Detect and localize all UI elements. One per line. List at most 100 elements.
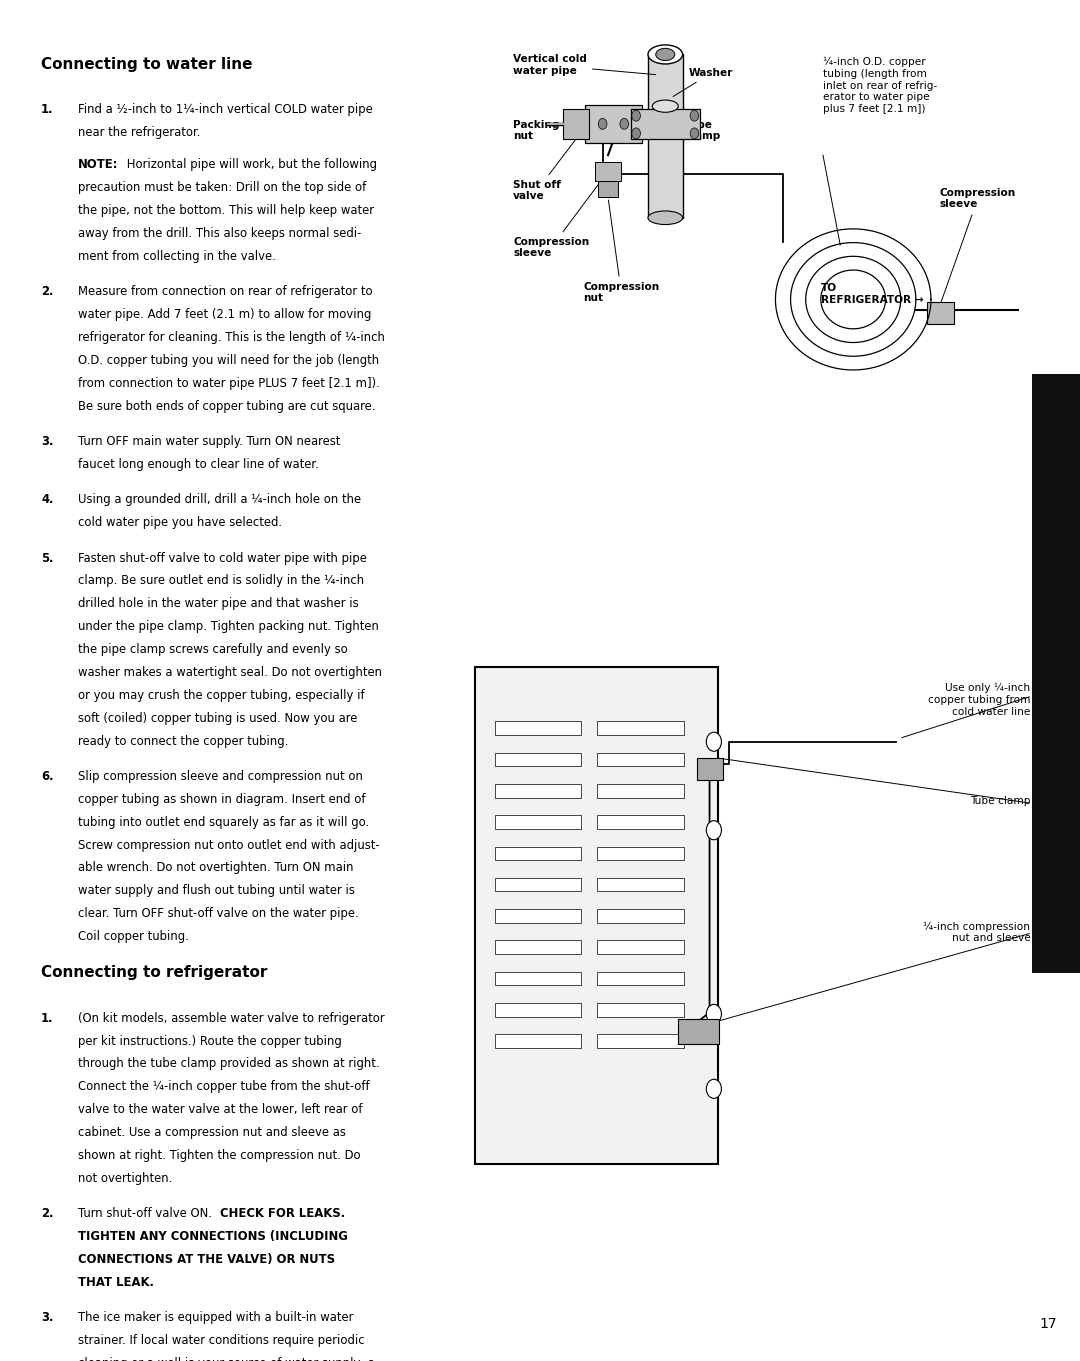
Circle shape	[706, 1004, 721, 1023]
Text: Turn OFF main water supply. Turn ON nearest: Turn OFF main water supply. Turn ON near…	[78, 436, 340, 448]
Text: through the tube clamp provided as shown at right.: through the tube clamp provided as shown…	[78, 1057, 379, 1071]
Text: Find a ½-inch to 1¼-inch vertical COLD water pipe: Find a ½-inch to 1¼-inch vertical COLD w…	[78, 103, 373, 117]
Text: water pipe. Add 7 feet (2.1 m) to allow for moving: water pipe. Add 7 feet (2.1 m) to allow …	[78, 308, 372, 321]
Text: TIGHTEN ANY CONNECTIONS (INCLUDING: TIGHTEN ANY CONNECTIONS (INCLUDING	[78, 1230, 348, 1243]
Bar	[495, 1003, 581, 1017]
Text: under the pipe clamp. Tighten packing nut. Tighten: under the pipe clamp. Tighten packing nu…	[78, 621, 379, 633]
Bar	[495, 972, 581, 985]
Circle shape	[690, 110, 699, 121]
Text: NOTE:: NOTE:	[78, 158, 118, 171]
Text: strainer. If local water conditions require periodic: strainer. If local water conditions requ…	[78, 1334, 364, 1347]
Bar	[597, 753, 684, 766]
Circle shape	[632, 110, 640, 121]
Text: Be sure both ends of copper tubing are cut square.: Be sure both ends of copper tubing are c…	[78, 400, 375, 412]
Circle shape	[620, 118, 629, 129]
Text: valve to the water valve at the lower, left rear of: valve to the water valve at the lower, l…	[78, 1104, 362, 1116]
Text: 4.: 4.	[41, 493, 53, 506]
Text: refrigerator for cleaning. This is the length of ¼-inch: refrigerator for cleaning. This is the l…	[78, 331, 384, 344]
Text: cabinet. Use a compression nut and sleeve as: cabinet. Use a compression nut and sleev…	[78, 1126, 346, 1139]
Bar	[597, 1034, 684, 1048]
Text: water supply and flush out tubing until water is: water supply and flush out tubing until …	[78, 885, 354, 897]
Text: Compression
sleeve: Compression sleeve	[940, 188, 1016, 304]
Text: Compression
nut: Compression nut	[583, 200, 660, 304]
Text: ment from collecting in the valve.: ment from collecting in the valve.	[78, 250, 275, 263]
Text: from connection to water pipe PLUS 7 feet [2.1 m]).: from connection to water pipe PLUS 7 fee…	[78, 377, 380, 389]
Circle shape	[706, 1079, 721, 1098]
Text: 1.: 1.	[41, 103, 53, 117]
Text: cleaning or a well is your source of water supply, a: cleaning or a well is your source of wat…	[78, 1357, 375, 1361]
Bar	[495, 847, 581, 860]
Text: Connect the ¼-inch copper tube from the shut-off: Connect the ¼-inch copper tube from the …	[78, 1081, 369, 1093]
Bar	[597, 940, 684, 954]
Text: Slip compression sleeve and compression nut on: Slip compression sleeve and compression …	[78, 770, 363, 783]
Text: Connecting to water line: Connecting to water line	[41, 57, 253, 72]
Text: Shut off
valve: Shut off valve	[513, 127, 585, 201]
Text: Measure from connection on rear of refrigerator to: Measure from connection on rear of refri…	[78, 286, 373, 298]
Text: 3.: 3.	[41, 1311, 53, 1324]
Text: ¼-inch compression
nut and sleeve: ¼-inch compression nut and sleeve	[923, 921, 1030, 943]
Text: 17: 17	[1039, 1317, 1056, 1331]
Text: copper tubing as shown in diagram. Insert end of: copper tubing as shown in diagram. Inser…	[78, 793, 365, 806]
Text: Tube clamp: Tube clamp	[970, 796, 1030, 806]
Text: THAT LEAK.: THAT LEAK.	[78, 1275, 153, 1289]
Text: 1.: 1.	[41, 1011, 53, 1025]
Text: ¼-inch O.D. copper
tubing (length from
inlet on rear of refrig-
erator to water : ¼-inch O.D. copper tubing (length from i…	[823, 57, 937, 114]
Text: Pipe
clamp: Pipe clamp	[686, 120, 721, 142]
FancyBboxPatch shape	[563, 109, 589, 139]
Text: soft (coiled) copper tubing is used. Now you are: soft (coiled) copper tubing is used. Now…	[78, 712, 357, 724]
Text: able wrench. Do not overtighten. Turn ON main: able wrench. Do not overtighten. Turn ON…	[78, 862, 353, 874]
Text: Packing
nut: Packing nut	[513, 112, 573, 142]
Text: (On kit models, assemble water valve to refrigerator: (On kit models, assemble water valve to …	[78, 1011, 384, 1025]
Text: drilled hole in the water pipe and that washer is: drilled hole in the water pipe and that …	[78, 597, 359, 610]
Bar	[597, 721, 684, 735]
Circle shape	[706, 821, 721, 840]
Text: CONNECTIONS AT THE VALVE) OR NUTS: CONNECTIONS AT THE VALVE) OR NUTS	[78, 1253, 335, 1266]
Text: Vertical cold
water pipe: Vertical cold water pipe	[513, 54, 656, 76]
Text: tubing into outlet end squarely as far as it will go.: tubing into outlet end squarely as far a…	[78, 815, 369, 829]
Text: Horizontal pipe will work, but the following: Horizontal pipe will work, but the follo…	[123, 158, 377, 171]
Bar	[598, 181, 618, 197]
Circle shape	[598, 118, 607, 129]
Text: shown at right. Tighten the compression nut. Do: shown at right. Tighten the compression …	[78, 1149, 361, 1162]
Text: Turn shut-off valve ON.: Turn shut-off valve ON.	[78, 1207, 216, 1221]
Bar	[495, 909, 581, 923]
Bar	[597, 815, 684, 829]
Text: CHECK FOR LEAKS.: CHECK FOR LEAKS.	[220, 1207, 346, 1221]
Text: Using a grounded drill, drill a ¼-inch hole on the: Using a grounded drill, drill a ¼-inch h…	[78, 493, 361, 506]
Text: the pipe clamp screws carefully and evenly so: the pipe clamp screws carefully and even…	[78, 642, 348, 656]
Text: not overtighten.: not overtighten.	[78, 1172, 172, 1185]
Bar	[597, 972, 684, 985]
Text: precaution must be taken: Drill on the top side of: precaution must be taken: Drill on the t…	[78, 181, 366, 195]
Text: the pipe, not the bottom. This will help keep water: the pipe, not the bottom. This will help…	[78, 204, 374, 216]
Text: clamp. Be sure outlet end is solidly in the ¼-inch: clamp. Be sure outlet end is solidly in …	[78, 574, 364, 588]
Text: The ice maker is equipped with a built-in water: The ice maker is equipped with a built-i…	[78, 1311, 353, 1324]
Text: away from the drill. This also keeps normal sedi-: away from the drill. This also keeps nor…	[78, 227, 361, 240]
FancyBboxPatch shape	[585, 105, 642, 143]
Text: cold water pipe you have selected.: cold water pipe you have selected.	[78, 516, 282, 529]
Bar	[495, 878, 581, 891]
Text: Coil copper tubing.: Coil copper tubing.	[78, 930, 189, 943]
Text: washer makes a watertight seal. Do not overtighten: washer makes a watertight seal. Do not o…	[78, 666, 381, 679]
Bar	[495, 784, 581, 798]
Text: 2.: 2.	[41, 1207, 53, 1221]
Text: faucet long enough to clear line of water.: faucet long enough to clear line of wate…	[78, 457, 319, 471]
Text: Screw compression nut onto outlet end with adjust-: Screw compression nut onto outlet end wi…	[78, 838, 379, 852]
Bar	[495, 721, 581, 735]
Circle shape	[690, 128, 699, 139]
Ellipse shape	[652, 101, 678, 112]
Bar	[648, 54, 683, 218]
Text: Fasten shut-off valve to cold water pipe with pipe: Fasten shut-off valve to cold water pipe…	[78, 551, 366, 565]
Bar	[1032, 374, 1080, 973]
Bar	[475, 667, 718, 1164]
Bar	[495, 940, 581, 954]
Bar	[495, 815, 581, 829]
Bar	[495, 1034, 581, 1048]
Text: O.D. copper tubing you will need for the job (length: O.D. copper tubing you will need for the…	[78, 354, 379, 367]
Circle shape	[706, 732, 721, 751]
Text: Use only ¼-inch
copper tubing from
cold water line: Use only ¼-inch copper tubing from cold …	[928, 683, 1030, 717]
Text: 3.: 3.	[41, 436, 53, 448]
Bar	[927, 302, 954, 324]
FancyBboxPatch shape	[678, 1019, 719, 1044]
Bar	[597, 1003, 684, 1017]
Bar	[631, 109, 700, 139]
